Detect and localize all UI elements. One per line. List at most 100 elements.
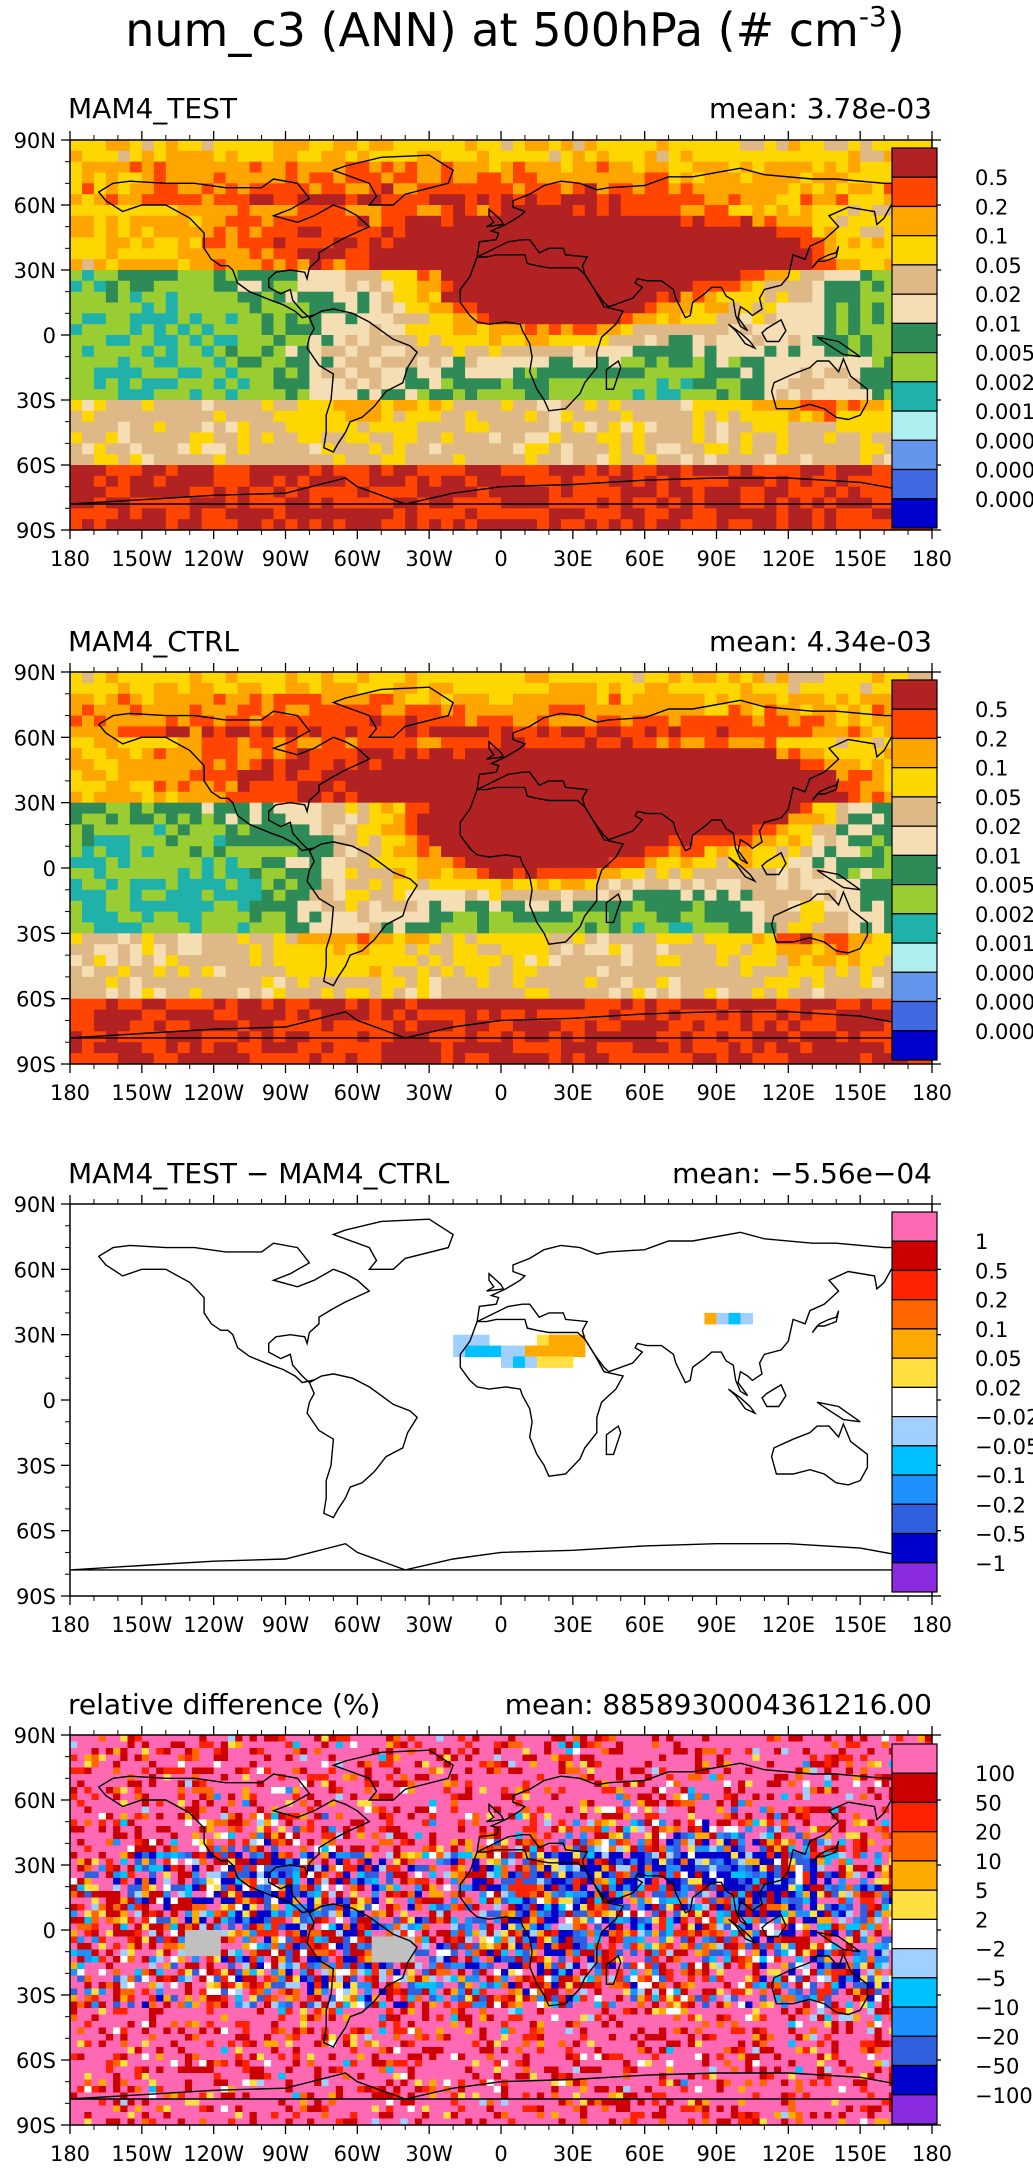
contour-cell	[242, 1891, 265, 1899]
contour-cell	[738, 1813, 746, 1821]
contour-cell	[848, 150, 861, 163]
contour-cell	[860, 900, 873, 913]
contour-cell	[776, 291, 789, 304]
contour-cell	[668, 976, 682, 989]
contour-cell	[414, 1813, 430, 1821]
contour-cell	[644, 367, 706, 379]
contour-cell	[738, 1845, 746, 1853]
contour-cell	[824, 486, 837, 499]
contour-cell	[536, 324, 550, 336]
contour-cell	[120, 1878, 129, 1886]
contour-cell	[393, 1754, 402, 1762]
contour-cell	[70, 802, 107, 815]
contour-cell	[548, 955, 562, 967]
contour-cell	[601, 1865, 610, 1873]
contour-cell	[594, 1871, 603, 1879]
contour-cell	[70, 966, 83, 978]
contour-cell	[381, 465, 394, 477]
contour-cell	[781, 1735, 789, 1743]
contour-cell	[141, 465, 167, 477]
contour-cell	[309, 378, 346, 390]
contour-cell	[548, 944, 562, 956]
contour-cell	[422, 1819, 430, 1827]
contour-cell	[536, 1334, 550, 1347]
contour-cell	[536, 878, 550, 891]
contour-cell	[249, 1761, 258, 1769]
contour-cell	[321, 1865, 330, 1873]
contour-cell	[730, 1858, 739, 1866]
contour-cell	[443, 1748, 452, 1756]
contour-cell	[213, 998, 227, 1011]
contour-cell	[364, 1858, 373, 1866]
contour-cell	[884, 454, 897, 466]
contour-cell	[165, 1042, 179, 1054]
contour-cell	[548, 389, 634, 401]
contour-cell	[386, 1858, 394, 1866]
contour-cell	[694, 1845, 710, 1853]
contour-cell	[594, 1826, 603, 1834]
contour-cell	[716, 345, 765, 358]
contour-cell	[501, 737, 526, 749]
contour-cell	[558, 1787, 567, 1795]
contour-cell	[453, 704, 466, 717]
contour-cell	[285, 704, 310, 717]
contour-cell	[237, 497, 251, 509]
contour-cell	[357, 835, 370, 847]
contour-cell	[776, 748, 789, 760]
contour-cell	[105, 140, 131, 152]
contour-cell	[228, 1871, 236, 1879]
contour-cell	[371, 1793, 380, 1801]
contour-cell	[716, 1884, 725, 1892]
contour-cell	[486, 1884, 502, 1892]
contour-cell	[601, 1884, 610, 1892]
contour-cell	[285, 389, 299, 401]
contour-cell	[831, 1813, 840, 1821]
contour-cell	[443, 1767, 466, 1775]
contour-cell	[429, 1031, 466, 1043]
contour-cell	[93, 378, 107, 390]
contour-cell	[668, 313, 682, 325]
colorbar-label: 0.02	[975, 283, 1022, 307]
contour-cell	[608, 497, 622, 509]
contour-cell	[544, 1845, 552, 1853]
contour-cell	[184, 1748, 193, 1756]
contour-cell	[177, 356, 215, 369]
contour-cell	[632, 715, 670, 728]
contour-cell	[692, 889, 706, 902]
contour-cell	[802, 1865, 811, 1873]
contour-cell	[651, 1832, 660, 1840]
contour-cell	[357, 280, 370, 293]
contour-cell	[860, 759, 873, 771]
contour-cell	[273, 944, 334, 956]
contour-cell	[824, 693, 837, 706]
contour-cell	[728, 443, 742, 455]
contour-cell	[656, 378, 670, 390]
contour-cell	[680, 183, 694, 195]
contour-cell	[776, 345, 789, 358]
contour-cell	[515, 1761, 531, 1769]
contour-cell	[249, 737, 275, 749]
contour-cell	[77, 1800, 85, 1808]
contour-cell	[170, 1865, 179, 1873]
contour-cell	[273, 1031, 287, 1043]
contour-cell	[429, 1806, 437, 1814]
contour-cell	[117, 878, 131, 891]
contour-cell	[673, 1780, 682, 1788]
contour-cell	[515, 1878, 524, 1886]
contour-cell	[615, 1826, 624, 1834]
contour-cell	[774, 1735, 782, 1743]
contour-cell	[848, 215, 909, 228]
contour-cell	[297, 205, 346, 217]
contour-cell	[536, 194, 562, 206]
contour-cell	[759, 1884, 768, 1892]
contour-cell	[659, 1767, 667, 1775]
contour-cell	[378, 1891, 387, 1899]
contour-cell	[350, 1871, 358, 1879]
contour-cell	[278, 1839, 287, 1847]
contour-cell	[824, 367, 849, 379]
contour-cell	[596, 682, 610, 695]
contour-cell	[881, 1819, 890, 1827]
contour-cell	[117, 726, 167, 738]
contour-cell	[400, 1852, 409, 1860]
contour-cell	[70, 1767, 85, 1775]
